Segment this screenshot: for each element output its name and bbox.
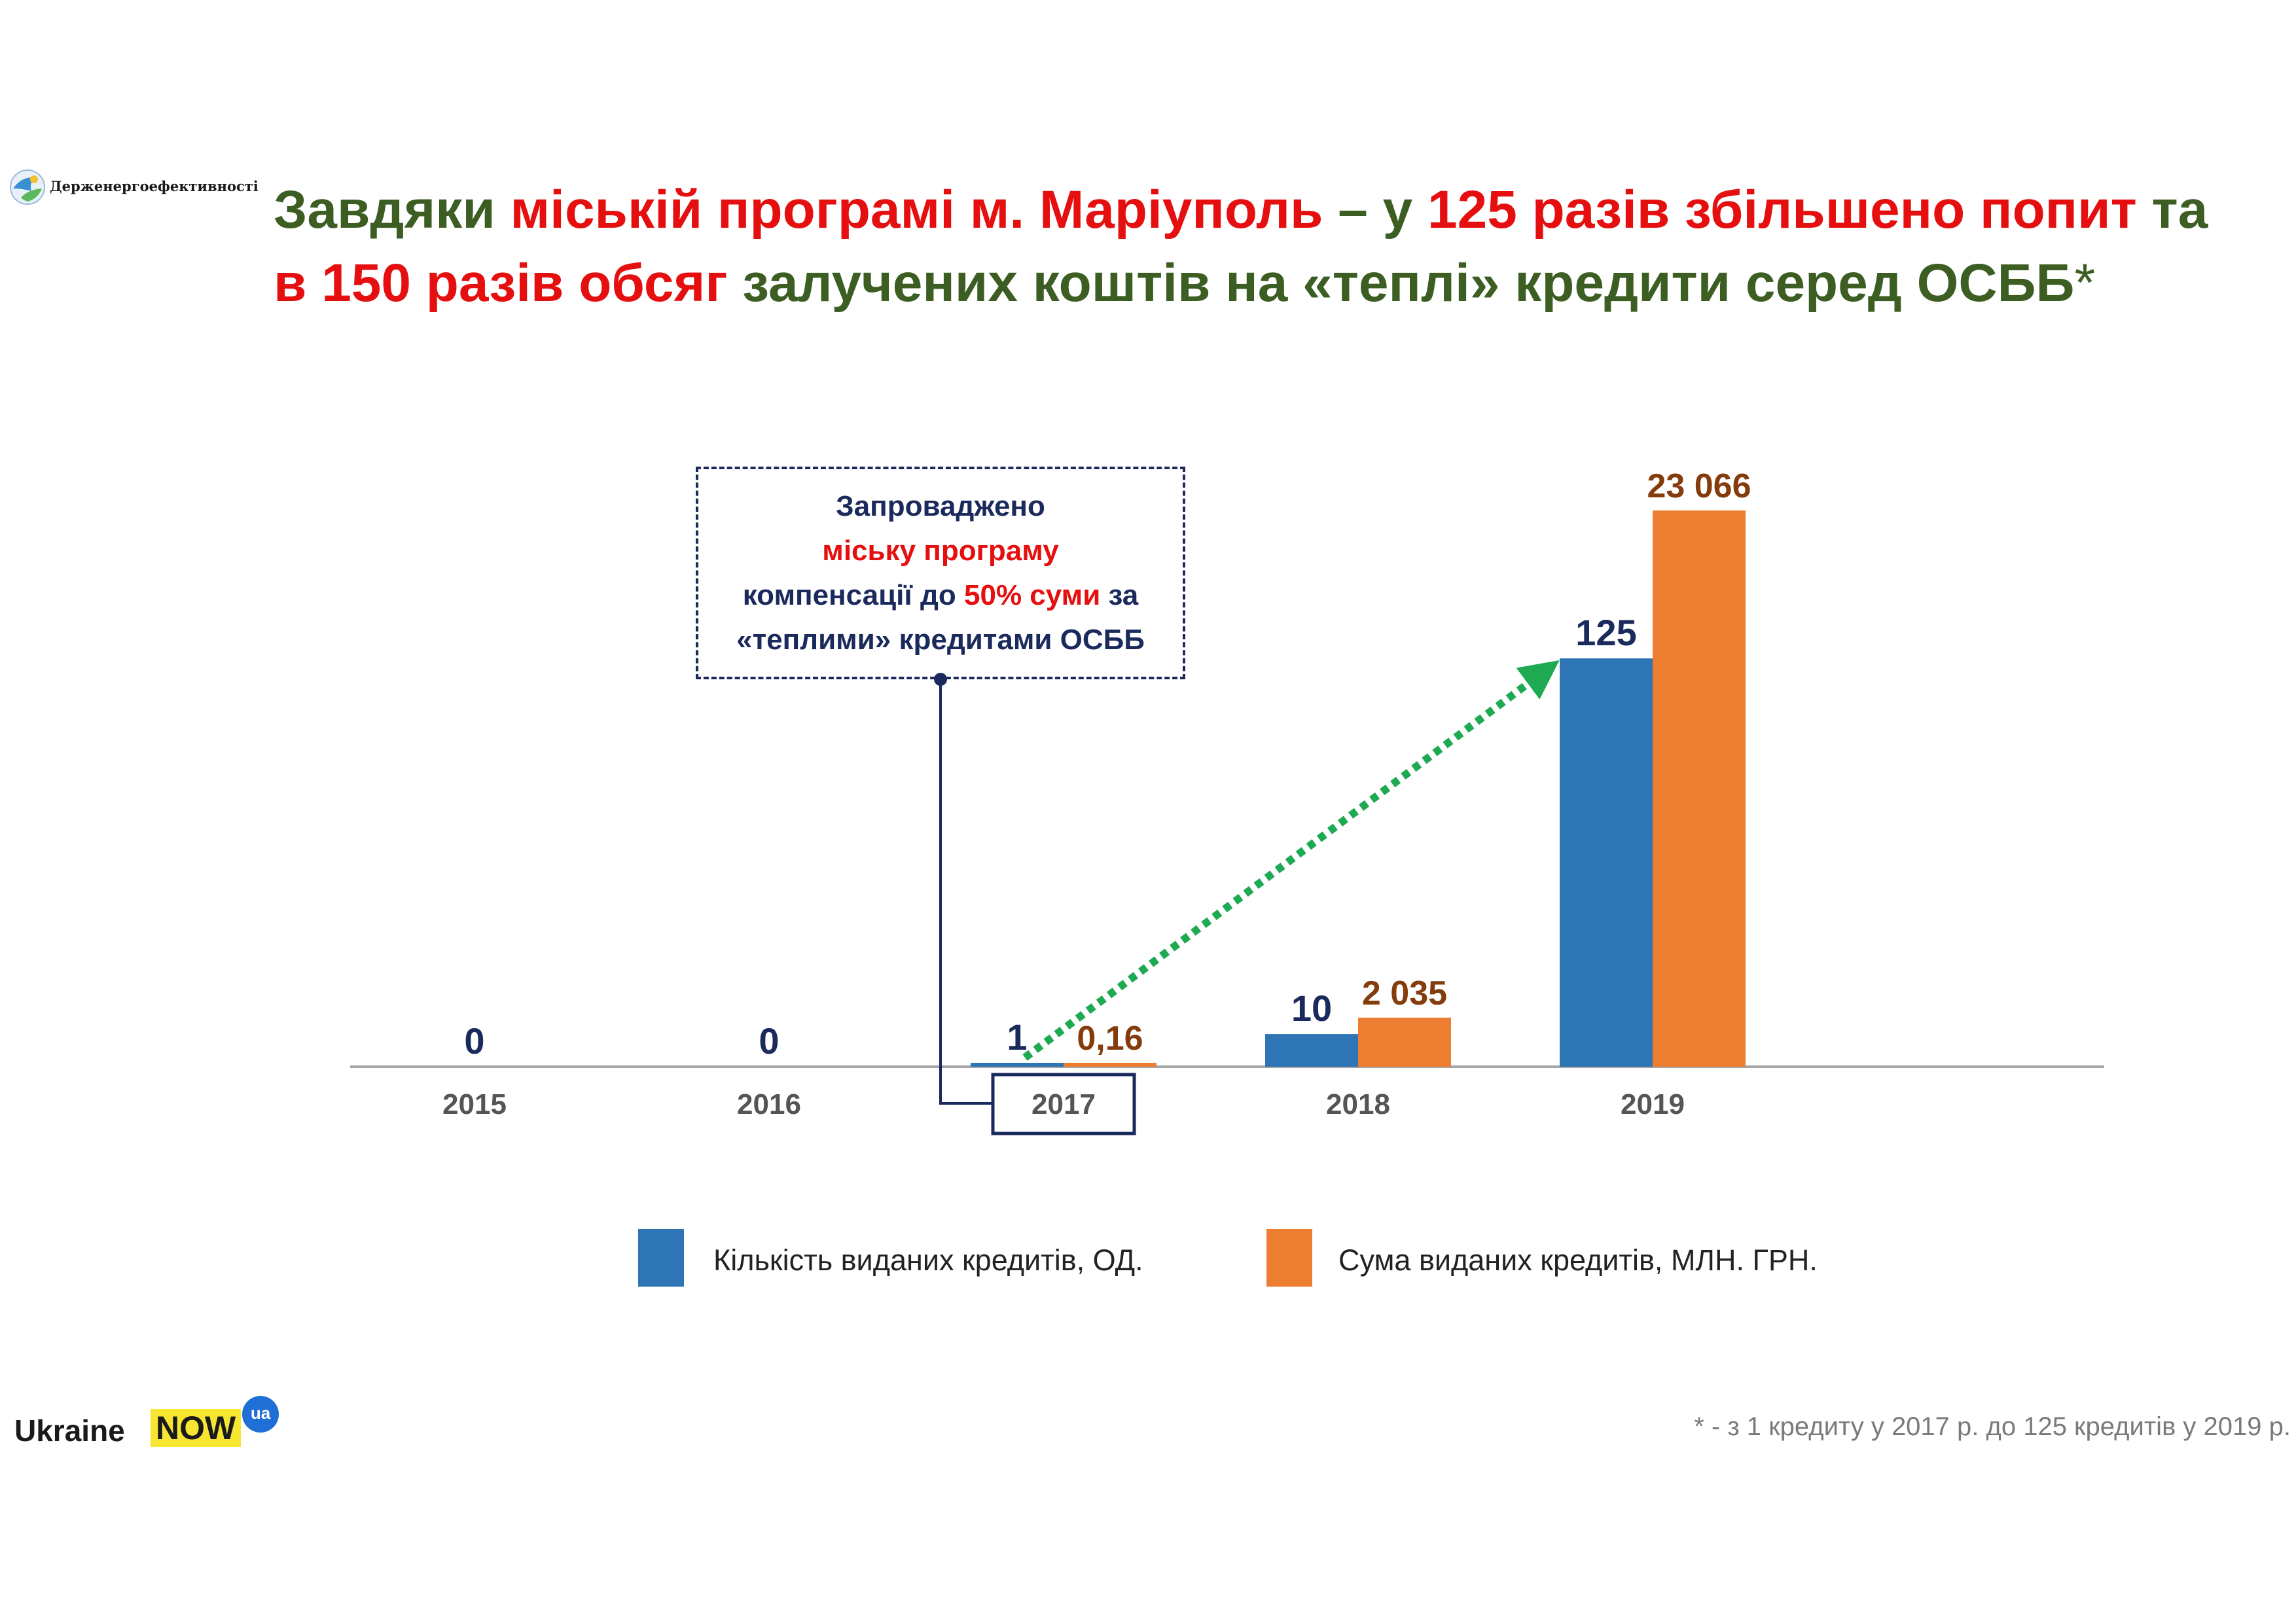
tick-label-2017: 2017 — [1031, 1088, 1096, 1120]
brand-badge: ua — [242, 1396, 279, 1433]
data-label-sum-2017: 0,16 — [1077, 1020, 1143, 1058]
title-segment-highlight: міській програмі м. Маріуполь — [510, 180, 1323, 240]
data-label-count-2016: 0 — [759, 1020, 779, 1061]
title-segment-highlight: в 150 разів обсяг — [274, 253, 728, 313]
callout-text: за — [1100, 579, 1139, 611]
title-segment: – у — [1323, 180, 1428, 240]
title-line-1: Завдяки міській програмі м. Маріуполь – … — [274, 173, 2276, 247]
title-asterisk: * — [2074, 253, 2096, 313]
legend-label-sum: Сума виданих кредитів, МЛН. ГРН. — [1338, 1243, 1818, 1277]
data-label-sum-2019: 23 066 — [1647, 467, 1751, 505]
bar-sum-2018 — [1358, 1018, 1451, 1067]
title-segment: та — [2136, 180, 2208, 240]
callout-connector — [939, 679, 994, 1105]
brand-highlight: NOW — [151, 1409, 242, 1447]
callout-connector-dot — [934, 673, 947, 686]
legend-swatch-count — [638, 1229, 684, 1287]
callout-line: «теплими» кредитами ОСББ — [736, 623, 1145, 656]
bar-count-2019 — [1560, 658, 1653, 1067]
data-label-count-2019: 125 — [1575, 612, 1636, 653]
callout-line: компенсації до 50% суми за — [736, 573, 1145, 618]
data-label-count-2018: 10 — [1291, 988, 1332, 1029]
ukraine-now-logo: Ukraine NOW ua — [14, 1391, 279, 1463]
agency-logo-text: Держенергоефективності — [50, 178, 259, 194]
data-label-count-2015: 0 — [464, 1020, 484, 1061]
callout-line: Запроваджено — [836, 490, 1045, 522]
highlighted-category-box — [991, 1073, 1136, 1135]
bar-sum-2017 — [1064, 1063, 1157, 1067]
program-callout: Запроваджено міську програму компенсації… — [696, 467, 1185, 679]
tick-label-2015: 2015 — [442, 1088, 507, 1120]
tick-label-2019: 2019 — [1621, 1088, 1685, 1120]
trend-arrow — [1022, 660, 1560, 1061]
title-line-2: в 150 разів обсяг залучених коштів на «т… — [274, 247, 2276, 320]
footnote: * - з 1 кредиту у 2017 р. до 125 кредиті… — [1694, 1412, 2291, 1441]
legend-swatch-sum — [1266, 1229, 1312, 1287]
legend-label-count: Кількість виданих кредитів, ОД. — [713, 1243, 1143, 1277]
bar-count-2018 — [1265, 1034, 1358, 1067]
brand-word: Ukraine — [14, 1414, 125, 1448]
tick-label-2018: 2018 — [1326, 1088, 1390, 1120]
title-segment: залучених коштів на «теплі» кредити сере… — [727, 253, 2075, 313]
data-label-sum-2018: 2 035 — [1362, 974, 1447, 1012]
callout-line-highlight: міську програму — [822, 534, 1059, 567]
data-label-count-2017: 1 — [1007, 1016, 1027, 1058]
bar-sum-2019 — [1653, 510, 1746, 1067]
bar-count-2017 — [971, 1063, 1064, 1067]
tick-label-2016: 2016 — [737, 1088, 801, 1120]
title-segment-highlight: 125 разів збільшено попит — [1427, 180, 2137, 240]
callout-text-highlight: 50% суми — [964, 579, 1101, 611]
callout-text: компенсації до — [742, 579, 965, 611]
agency-logo: Держенергоефективності — [9, 169, 271, 209]
page-title: Завдяки міській програмі м. Маріуполь – … — [274, 173, 2276, 320]
title-segment: Завдяки — [274, 180, 511, 240]
globe-logo-icon — [10, 169, 45, 205]
